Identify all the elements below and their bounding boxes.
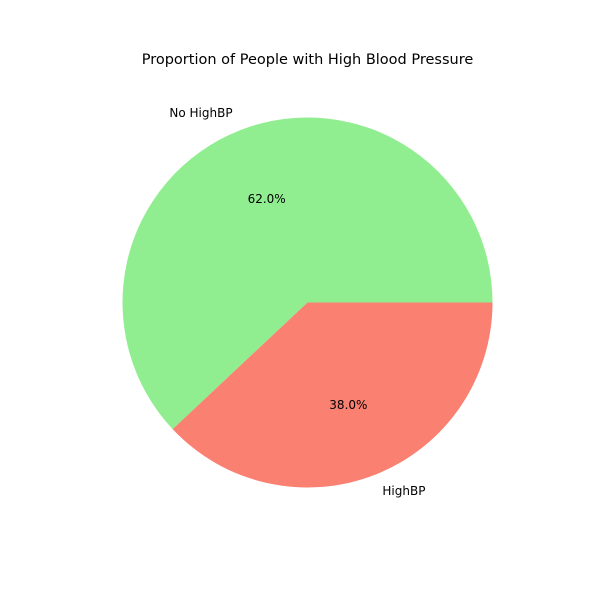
pie-slices (122, 117, 493, 488)
pie-slice-no-highbp (122, 117, 493, 430)
chart-title: Proportion of People with High Blood Pre… (142, 52, 474, 68)
slice-percent-no-highbp: 62.0% (248, 192, 286, 206)
slice-percent-highbp: 38.0% (329, 398, 367, 412)
pie-labels: No HighBP 62.0% HighBP 38.0% (169, 106, 425, 498)
slice-label-no-highbp: No HighBP (169, 106, 232, 120)
slice-label-highbp: HighBP (382, 484, 425, 498)
pie-slice-highbp (172, 302, 493, 488)
